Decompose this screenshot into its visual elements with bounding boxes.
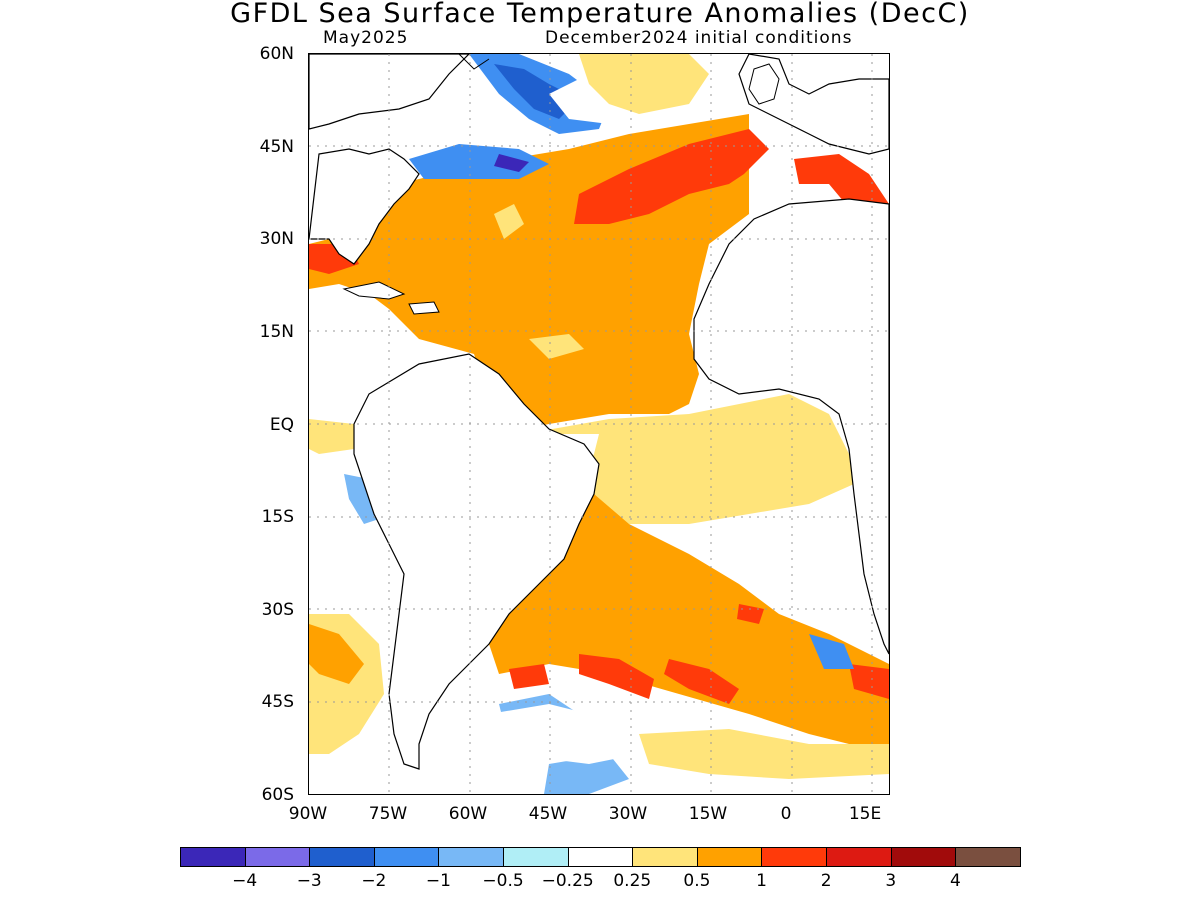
lat-label-30s: 30S xyxy=(261,600,294,620)
color-scale-label-1: −3 xyxy=(296,871,322,891)
lat-label-15s: 15S xyxy=(261,507,294,527)
pacific-orange-patch xyxy=(309,624,364,684)
africa-land xyxy=(693,198,889,655)
lon-label-90w: 90W xyxy=(288,804,328,824)
south-america-land xyxy=(353,353,600,770)
color-swatch-1 xyxy=(244,847,311,867)
lon-label-75w: 75W xyxy=(368,804,408,824)
color-swatch-4 xyxy=(438,847,505,867)
south-atlantic-red-streak-3 xyxy=(509,664,549,689)
color-scale-label-5: −0.25 xyxy=(541,871,594,891)
lat-label-15n: 15N xyxy=(259,322,294,342)
color-swatch-11 xyxy=(890,847,957,867)
color-scale-label-3: −1 xyxy=(425,871,451,891)
color-swatch-0 xyxy=(180,847,246,867)
color-swatch-7 xyxy=(632,847,698,867)
caribbean-islands xyxy=(342,281,440,315)
color-scale-label-11: 4 xyxy=(949,871,961,891)
color-scale-label-10: 3 xyxy=(885,871,897,891)
lon-label-60w: 60W xyxy=(448,804,488,824)
initial-conditions: December2024 initial conditions xyxy=(545,28,853,48)
british-isles-land xyxy=(748,63,780,105)
map-plot-area xyxy=(308,53,890,795)
color-scale-label-8: 1 xyxy=(756,871,767,891)
southern-cold-patch-3 xyxy=(809,634,854,669)
lat-label-60n: 60N xyxy=(259,44,294,64)
color-scale-label-0: −4 xyxy=(232,871,258,891)
lon-label-30w: 30W xyxy=(608,804,648,824)
color-swatch-2 xyxy=(309,847,375,867)
color-scale-label-6: 0.25 xyxy=(613,871,652,891)
south-atlantic-red-streak-1 xyxy=(579,654,654,699)
lon-label-45w: 45W xyxy=(528,804,568,824)
color-scale-bar xyxy=(180,847,1021,869)
southern-cold-patch-2 xyxy=(544,754,629,794)
color-swatch-12 xyxy=(955,847,1021,867)
lat-label-60s: 60S xyxy=(261,785,294,805)
map-title: GFDL Sea Surface Temperature Anomalies (… xyxy=(230,0,970,29)
color-swatch-5 xyxy=(503,847,569,867)
sst-anomaly-map xyxy=(309,54,889,794)
lon-label-15w: 15W xyxy=(688,804,728,824)
color-swatch-6 xyxy=(567,847,634,867)
south-atlantic-red-streak-4 xyxy=(849,664,889,699)
northeast-atlantic-red-anomaly xyxy=(574,129,769,224)
north-atlantic-yellow xyxy=(579,54,709,114)
lon-label-15e: 15E xyxy=(848,804,882,824)
south-atlantic-warm-anomaly xyxy=(489,494,889,754)
tropical-yellow-patch-2 xyxy=(529,334,584,359)
tropical-yellow-patch xyxy=(494,204,524,239)
lat-label-eq: EQ xyxy=(269,415,294,435)
color-swatch-9 xyxy=(761,847,828,867)
color-scale-label-9: 2 xyxy=(820,871,832,891)
southern-yellow-patch xyxy=(639,729,889,779)
south-atlantic-red-streak-2 xyxy=(664,659,739,704)
color-swatch-8 xyxy=(696,847,763,867)
lat-label-45n: 45N xyxy=(259,137,294,157)
color-scale-label-2: −2 xyxy=(361,871,387,891)
greenland-coast xyxy=(458,54,490,70)
color-swatch-10 xyxy=(826,847,892,867)
lon-label-0: 0 xyxy=(780,804,792,824)
color-scale-label-4: −0.5 xyxy=(482,871,524,891)
color-scale-label-7: 0.5 xyxy=(683,871,711,891)
lat-label-30n: 30N xyxy=(259,229,294,249)
newfoundland-deep-cold xyxy=(494,154,529,172)
labrador-deep-cold xyxy=(494,64,579,119)
pacific-yellow-equatorial xyxy=(309,419,354,454)
forecast-month: May2025 xyxy=(323,28,409,48)
southern-white-patch xyxy=(479,704,639,764)
lat-label-45s: 45S xyxy=(261,692,294,712)
color-swatch-3 xyxy=(373,847,440,867)
map-gridlines xyxy=(309,54,889,794)
south-atlantic-yellow-band xyxy=(524,394,854,524)
